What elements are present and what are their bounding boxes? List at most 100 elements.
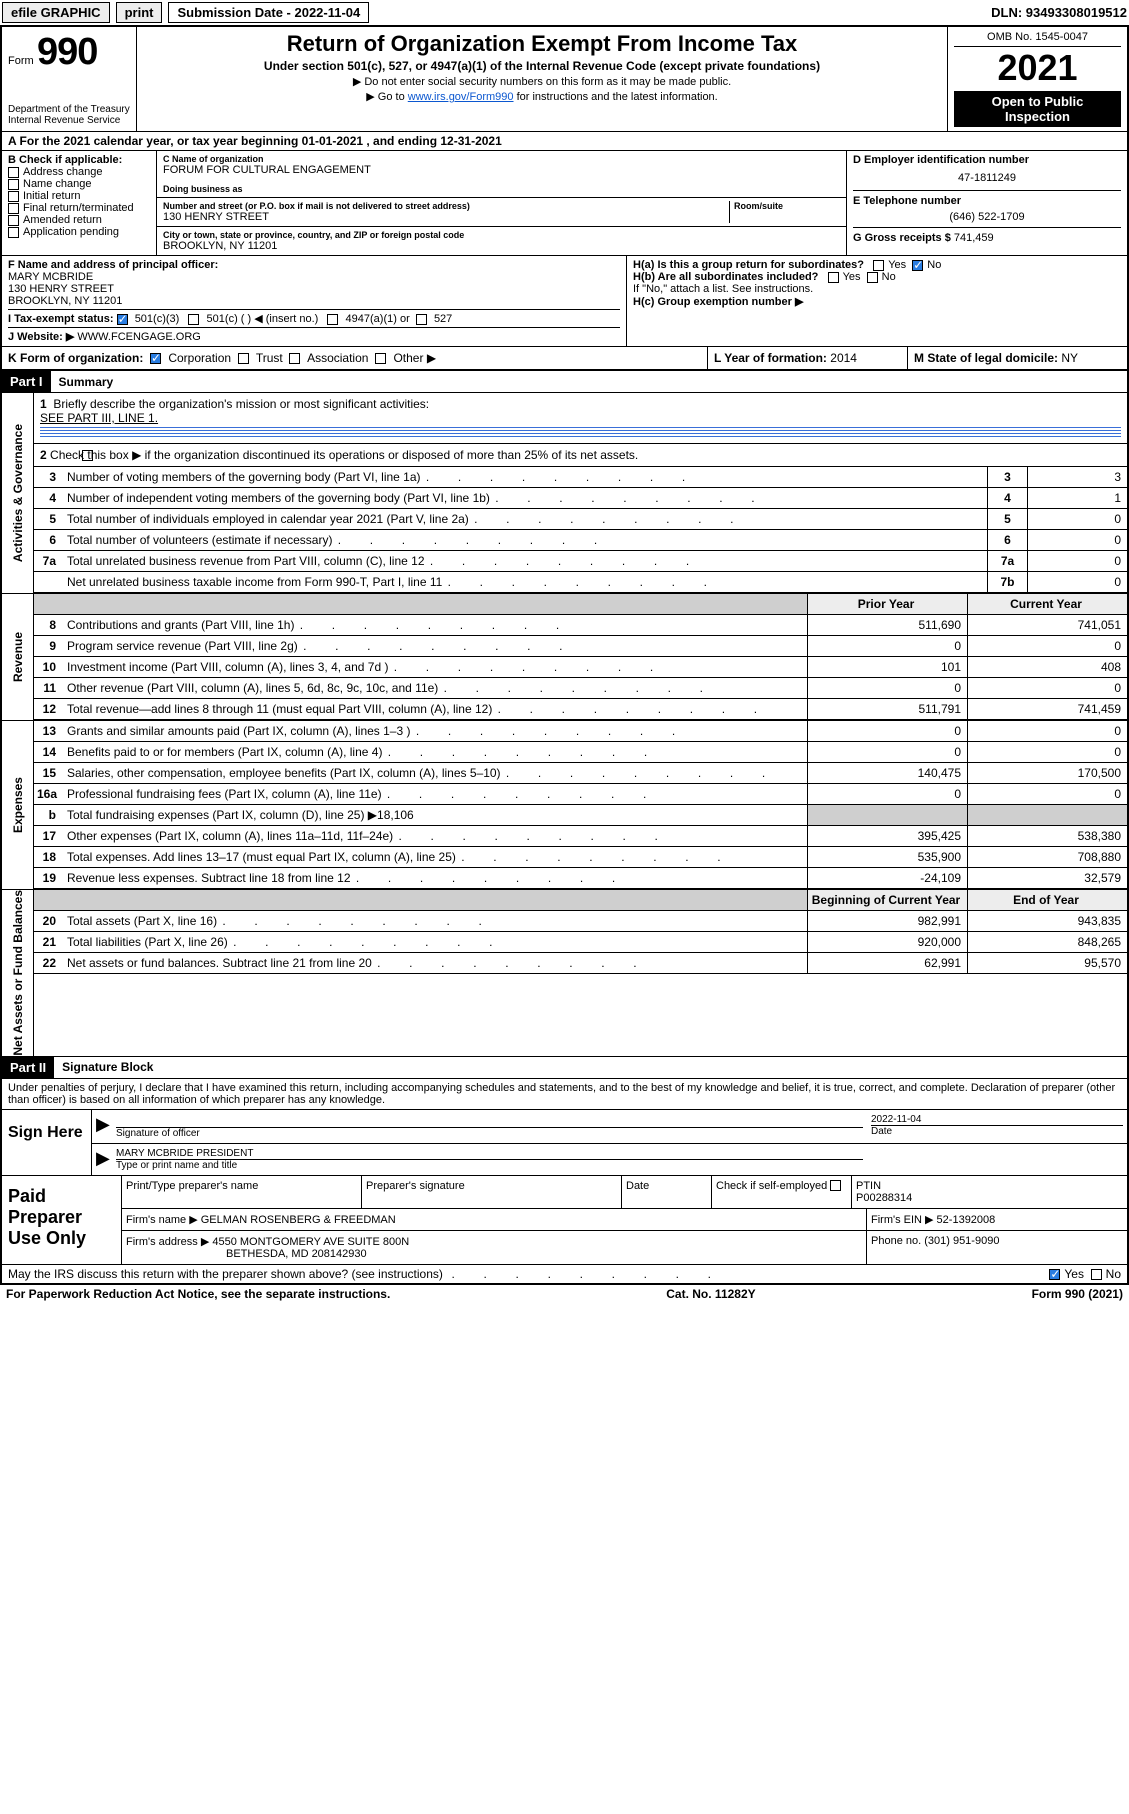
- irs-discuss-row: May the IRS discuss this return with the…: [2, 1265, 1127, 1283]
- officer-label: F Name and address of principal officer:: [8, 259, 620, 271]
- chk-trust[interactable]: [238, 353, 249, 364]
- dept-irs: Internal Revenue Service: [8, 115, 130, 126]
- chk-application-pending[interactable]: Application pending: [8, 226, 150, 238]
- chk-501c[interactable]: [188, 314, 199, 325]
- dln: DLN: 93493308019512: [991, 5, 1127, 20]
- toolbar: efile GRAPHIC print Submission Date - 20…: [0, 0, 1129, 25]
- domicile: NY: [1061, 351, 1078, 365]
- chk-self-employed[interactable]: [830, 1180, 841, 1191]
- paid-preparer-label: Paid Preparer Use Only: [2, 1176, 122, 1264]
- chk-line-2[interactable]: [82, 450, 93, 461]
- firm-address: Firm's address ▶ 4550 MONTGOMERY AVE SUI…: [122, 1231, 867, 1264]
- city-label: City or town, state or province, country…: [163, 230, 840, 240]
- chk-ha-yes[interactable]: [873, 260, 884, 271]
- summary-line: 3Number of voting members of the governi…: [34, 467, 1127, 488]
- part-ii-header: Part II Signature Block: [2, 1056, 1127, 1079]
- row-k: K Form of organization: Corporation Trus…: [2, 347, 1127, 371]
- data-line: 21Total liabilities (Part X, line 26)920…: [34, 932, 1127, 953]
- part-i-header: Part I Summary: [2, 371, 1127, 393]
- data-line: 19Revenue less expenses. Subtract line 1…: [34, 868, 1127, 889]
- efile-button[interactable]: efile GRAPHIC: [2, 2, 110, 23]
- sidebar-revenue: Revenue: [2, 594, 34, 720]
- firm-ein: Firm's EIN ▶ 52-1392008: [867, 1209, 1127, 1230]
- instruction-2: ▶ Go to www.irs.gov/Form990 for instruct…: [143, 90, 941, 103]
- h-a-label: H(a) Is this a group return for subordin…: [633, 259, 864, 271]
- chk-discuss-no[interactable]: [1091, 1269, 1102, 1280]
- na-header: Beginning of Current Year End of Year: [34, 890, 1127, 911]
- chk-association[interactable]: [289, 353, 300, 364]
- chk-address-change[interactable]: Address change: [8, 166, 150, 178]
- data-line: 9Program service revenue (Part VIII, lin…: [34, 636, 1127, 657]
- paperwork-notice: For Paperwork Reduction Act Notice, see …: [6, 1287, 390, 1301]
- chk-final-return[interactable]: Final return/terminated: [8, 202, 150, 214]
- prior-year-label: Prior Year: [807, 594, 967, 614]
- summary-line: 4Number of independent voting members of…: [34, 488, 1127, 509]
- data-line: 10Investment income (Part VIII, column (…: [34, 657, 1127, 678]
- open-inspection: Open to Public Inspection: [954, 91, 1121, 127]
- revenue-section: Revenue Prior Year Current Year 8Contrib…: [2, 593, 1127, 720]
- chk-amended-return[interactable]: Amended return: [8, 214, 150, 226]
- form-subtitle: Under section 501(c), 527, or 4947(a)(1)…: [143, 59, 941, 73]
- date-label: Date: [871, 1126, 1123, 1137]
- preparer-sig-label: Preparer's signature: [362, 1176, 622, 1208]
- col-c: C Name of organization FORUM FOR CULTURA…: [157, 151, 847, 255]
- section-f-h: F Name and address of principal officer:…: [2, 256, 1127, 347]
- org-name-label: C Name of organization: [163, 154, 840, 164]
- part-ii-label: Part II: [2, 1057, 54, 1078]
- officer-printed-name: MARY MCBRIDE PRESIDENT: [116, 1148, 863, 1160]
- arrow-icon: ▶: [92, 1144, 112, 1175]
- form-outer: Form 990 Department of the Treasury Inte…: [0, 25, 1129, 1285]
- chk-501c3[interactable]: [117, 314, 128, 325]
- col-b-header: B Check if applicable:: [8, 154, 150, 166]
- org-name: FORUM FOR CULTURAL ENGAGEMENT: [163, 164, 840, 176]
- gross-receipts: 741,459: [954, 232, 994, 244]
- chk-discuss-yes[interactable]: [1049, 1269, 1060, 1280]
- rev-header: Prior Year Current Year: [34, 594, 1127, 615]
- data-line: 14Benefits paid to or for members (Part …: [34, 742, 1127, 763]
- chk-name-change[interactable]: Name change: [8, 178, 150, 190]
- netassets-section: Net Assets or Fund Balances Beginning of…: [2, 889, 1127, 1056]
- suite-label: Room/suite: [734, 201, 840, 211]
- data-line: 18Total expenses. Add lines 13–17 (must …: [34, 847, 1127, 868]
- current-year-label: Current Year: [967, 594, 1127, 614]
- chk-4947a1[interactable]: [327, 314, 338, 325]
- form-word: Form: [8, 55, 34, 67]
- end-year-label: End of Year: [967, 890, 1127, 910]
- city-state-zip: BROOKLYN, NY 11201: [163, 240, 840, 252]
- line-2-label: Check this box ▶ if the organization dis…: [50, 448, 638, 462]
- instruction-1: ▶ Do not enter social security numbers o…: [143, 75, 941, 88]
- self-employed-cell: Check if self-employed: [712, 1176, 852, 1208]
- sidebar-activities: Activities & Governance: [2, 393, 34, 593]
- irs-discuss-question: May the IRS discuss this return with the…: [8, 1267, 443, 1281]
- chk-hb-yes[interactable]: [828, 272, 839, 283]
- irs-link[interactable]: www.irs.gov/Form990: [408, 91, 514, 103]
- officer-addr2: BROOKLYN, NY 11201: [8, 295, 620, 307]
- chk-other[interactable]: [375, 353, 386, 364]
- form-title: Return of Organization Exempt From Incom…: [143, 31, 941, 57]
- catalog-number: Cat. No. 11282Y: [666, 1287, 755, 1301]
- data-line: 22Net assets or fund balances. Subtract …: [34, 953, 1127, 974]
- domicile-label: M State of legal domicile:: [914, 351, 1058, 365]
- preparer-name-label: Print/Type preparer's name: [122, 1176, 362, 1208]
- arrow-icon: ▶: [92, 1110, 112, 1143]
- data-line: 15Salaries, other compensation, employee…: [34, 763, 1127, 784]
- data-line: 12Total revenue—add lines 8 through 11 (…: [34, 699, 1127, 720]
- gross-label: G Gross receipts $: [853, 232, 951, 244]
- submission-date: Submission Date - 2022-11-04: [168, 2, 369, 23]
- chk-ha-no[interactable]: [912, 260, 923, 271]
- col-b: B Check if applicable: Address change Na…: [2, 151, 157, 255]
- ptin: P00288314: [856, 1192, 912, 1204]
- h-c-label: H(c) Group exemption number ▶: [633, 296, 803, 308]
- chk-527[interactable]: [416, 314, 427, 325]
- ptin-label: PTIN: [856, 1180, 881, 1192]
- print-button[interactable]: print: [116, 2, 163, 23]
- part-i-label: Part I: [2, 371, 51, 392]
- chk-corporation[interactable]: [150, 353, 161, 364]
- data-line: 16aProfessional fundraising fees (Part I…: [34, 784, 1127, 805]
- chk-initial-return[interactable]: Initial return: [8, 190, 150, 202]
- chk-hb-no[interactable]: [867, 272, 878, 283]
- signature-label: Signature of officer: [116, 1128, 863, 1139]
- sidebar-expenses: Expenses: [2, 721, 34, 889]
- part-i-title: Summary: [51, 372, 122, 392]
- data-line: 11Other revenue (Part VIII, column (A), …: [34, 678, 1127, 699]
